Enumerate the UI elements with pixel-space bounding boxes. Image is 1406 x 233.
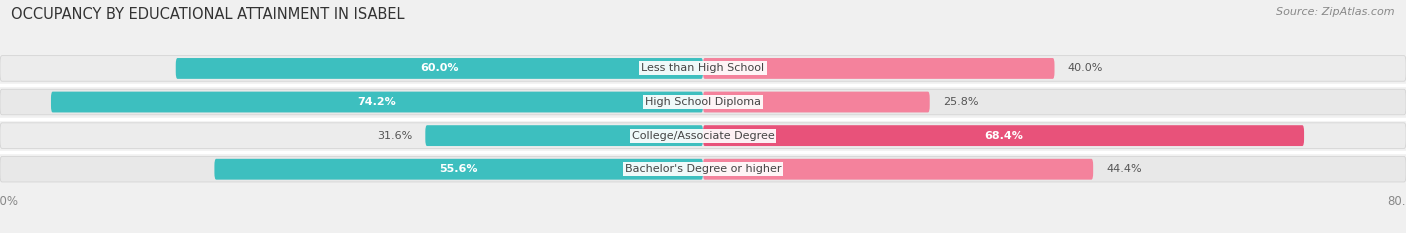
FancyBboxPatch shape [703,92,929,113]
FancyBboxPatch shape [51,92,703,113]
Text: 25.8%: 25.8% [943,97,979,107]
Text: 60.0%: 60.0% [420,63,458,73]
Text: 40.0%: 40.0% [1067,63,1104,73]
FancyBboxPatch shape [176,58,703,79]
FancyBboxPatch shape [215,159,703,180]
FancyBboxPatch shape [0,56,1406,81]
FancyBboxPatch shape [0,89,1406,115]
Text: 31.6%: 31.6% [377,131,412,141]
Text: 44.4%: 44.4% [1107,164,1142,174]
Text: 55.6%: 55.6% [440,164,478,174]
Text: Less than High School: Less than High School [641,63,765,73]
Text: High School Diploma: High School Diploma [645,97,761,107]
Text: Source: ZipAtlas.com: Source: ZipAtlas.com [1277,7,1395,17]
FancyBboxPatch shape [0,156,1406,182]
FancyBboxPatch shape [703,58,1054,79]
Text: 68.4%: 68.4% [984,131,1024,141]
Text: College/Associate Degree: College/Associate Degree [631,131,775,141]
FancyBboxPatch shape [0,123,1406,148]
FancyBboxPatch shape [703,125,1305,146]
Text: Bachelor's Degree or higher: Bachelor's Degree or higher [624,164,782,174]
FancyBboxPatch shape [703,159,1094,180]
Text: OCCUPANCY BY EDUCATIONAL ATTAINMENT IN ISABEL: OCCUPANCY BY EDUCATIONAL ATTAINMENT IN I… [11,7,405,22]
Text: 74.2%: 74.2% [357,97,396,107]
FancyBboxPatch shape [425,125,703,146]
